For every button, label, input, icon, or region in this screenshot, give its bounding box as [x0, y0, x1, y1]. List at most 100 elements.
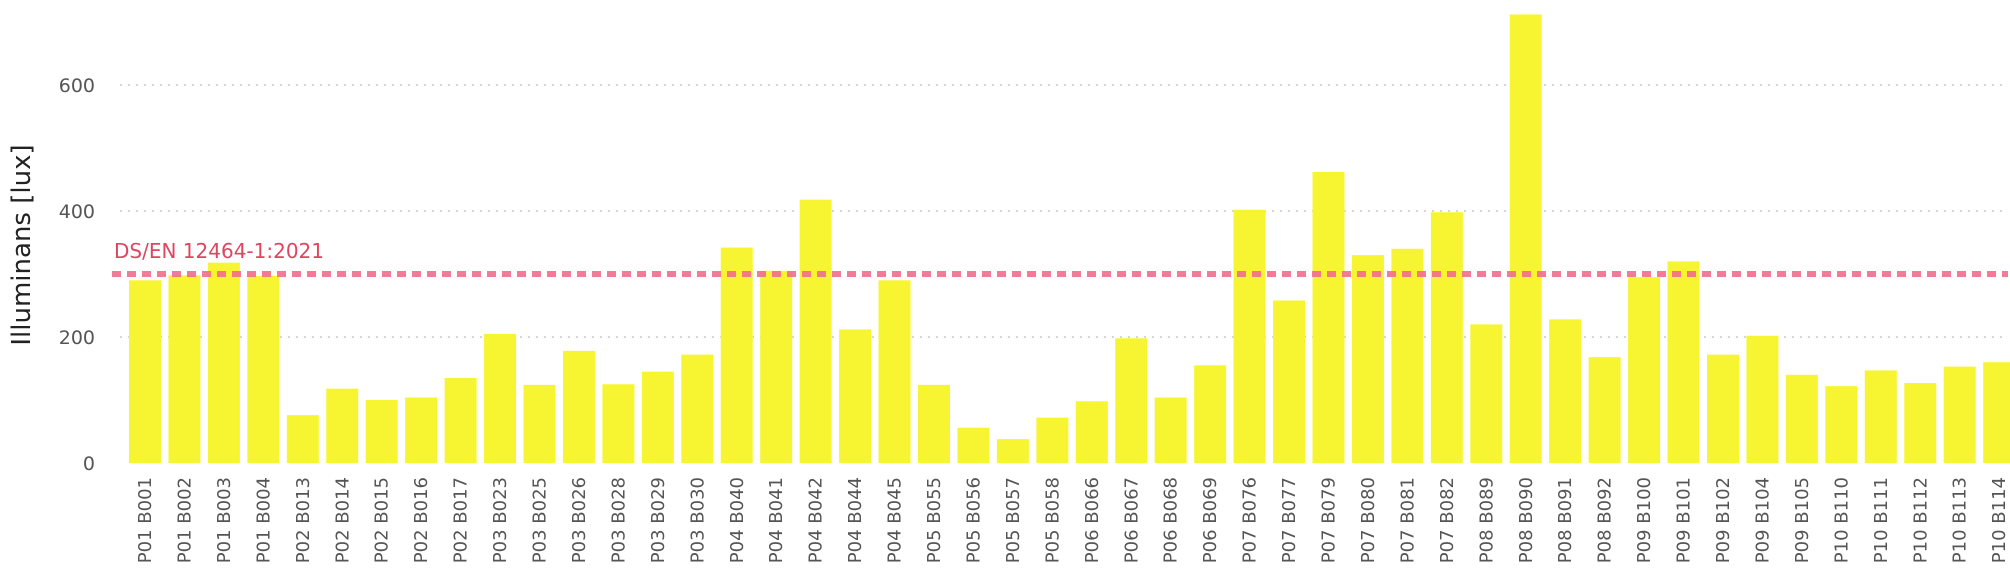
- x-tick-label: P08 B091: [1555, 477, 1576, 563]
- x-tick-label: P08 B089: [1476, 477, 1497, 563]
- bar: [1864, 370, 1897, 463]
- bar: [523, 384, 556, 463]
- bar: [1194, 365, 1227, 463]
- bar: [1825, 386, 1858, 463]
- x-tick-label: P04 B042: [806, 477, 827, 563]
- x-tick-label: P09 B105: [1792, 477, 1813, 563]
- bar: [1470, 324, 1503, 463]
- x-tick-label: P10 B113: [1950, 477, 1971, 563]
- bar: [484, 333, 517, 463]
- y-tick-label: 400: [59, 201, 95, 223]
- bar: [1115, 338, 1148, 463]
- bar: [1707, 354, 1739, 463]
- bar: [1036, 417, 1069, 463]
- x-tick-label: P03 B029: [648, 477, 669, 563]
- x-tick-label: P06 B069: [1200, 477, 1221, 563]
- bar: [1983, 362, 2010, 463]
- x-tick-label: P07 B080: [1358, 477, 1379, 563]
- x-tick-label: P02 B017: [451, 477, 472, 563]
- bar: [1667, 261, 1700, 463]
- bar: [562, 350, 595, 463]
- x-tick-label: P08 B090: [1516, 477, 1537, 563]
- bar: [405, 397, 438, 463]
- x-tick-label: P06 B066: [1082, 477, 1103, 563]
- bar: [1943, 366, 1976, 463]
- bar: [918, 384, 950, 463]
- bar: [1233, 209, 1266, 463]
- x-tick-label: P07 B082: [1437, 477, 1458, 563]
- y-axis-label: Illuminans [lux]: [7, 144, 37, 345]
- bar: [1904, 382, 1937, 463]
- bar: [1549, 319, 1582, 463]
- x-tick-label: P10 B114: [1989, 477, 2010, 563]
- x-tick-label: P10 B111: [1871, 477, 1892, 563]
- x-tick-label: P07 B081: [1397, 477, 1418, 563]
- bar: [1075, 401, 1108, 463]
- x-tick-label: P01 B001: [135, 477, 156, 563]
- x-tick-label: P01 B002: [174, 477, 195, 563]
- bar: [129, 280, 161, 463]
- bar: [1509, 14, 1542, 463]
- bar: [326, 388, 359, 463]
- x-tick-label: P03 B030: [687, 477, 708, 563]
- bar: [1154, 397, 1187, 463]
- y-tick-label: 0: [83, 453, 95, 475]
- bar: [1588, 357, 1621, 463]
- gridlines: [120, 84, 2008, 338]
- x-tick-label: P07 B079: [1319, 477, 1340, 563]
- x-tick-label: P07 B076: [1240, 477, 1261, 563]
- x-tick-label: P04 B044: [845, 477, 866, 563]
- x-tick-label: P02 B016: [411, 477, 432, 563]
- bar: [760, 270, 793, 463]
- x-tick-label: P03 B025: [530, 477, 551, 563]
- x-tick-label: P03 B026: [569, 477, 590, 563]
- bar: [207, 262, 240, 463]
- x-tick-label: P10 B112: [1910, 477, 1931, 563]
- bar: [286, 415, 319, 463]
- bar: [681, 354, 714, 463]
- y-axis-ticks: 0 200 400 600: [59, 75, 95, 475]
- x-tick-label: P06 B068: [1161, 477, 1182, 563]
- bar: [839, 329, 872, 463]
- x-tick-label: P10 B110: [1831, 477, 1852, 563]
- bar: [1430, 212, 1463, 463]
- bar: [1746, 335, 1779, 463]
- bar: [444, 377, 477, 463]
- x-tick-label: P03 B028: [608, 477, 629, 563]
- x-tick-label: P07 B077: [1279, 477, 1300, 563]
- bar: [1312, 171, 1345, 463]
- bar: [996, 439, 1029, 463]
- x-tick-label: P05 B057: [1003, 477, 1024, 563]
- x-tick-label: P02 B015: [372, 477, 393, 563]
- bar: [957, 427, 990, 463]
- bar: [168, 275, 201, 463]
- bar: [1273, 300, 1306, 463]
- bar: [1391, 248, 1424, 463]
- x-tick-label: P04 B041: [766, 477, 787, 563]
- x-tick-label: P09 B104: [1752, 477, 1773, 563]
- bars: [129, 14, 2010, 463]
- x-tick-label: P01 B003: [214, 477, 235, 563]
- x-tick-label: P03 B023: [490, 477, 511, 563]
- bar: [1351, 255, 1384, 463]
- x-tick-label: P04 B040: [727, 477, 748, 563]
- bar: [365, 400, 398, 463]
- x-tick-label: P02 B014: [332, 477, 353, 563]
- bar: [878, 280, 911, 463]
- x-axis-ticks: P01 B001 P01 B002 P01 B003 P01 B004 P02 B013…: [135, 477, 2010, 563]
- x-tick-label: P02 B013: [293, 477, 314, 563]
- bar: [1628, 277, 1661, 463]
- x-tick-label: P04 B045: [885, 477, 906, 563]
- x-tick-label: P09 B102: [1713, 477, 1734, 563]
- bar: [720, 247, 753, 463]
- y-tick-label: 200: [59, 327, 95, 349]
- x-tick-label: P05 B056: [963, 477, 984, 563]
- bar: [1785, 374, 1818, 463]
- bar: [247, 275, 280, 463]
- x-tick-label: P09 B101: [1674, 477, 1695, 563]
- x-tick-label: P01 B004: [253, 477, 274, 563]
- x-tick-label: P06 B067: [1121, 477, 1142, 563]
- x-tick-label: P05 B058: [1042, 477, 1063, 563]
- bar: [641, 371, 674, 463]
